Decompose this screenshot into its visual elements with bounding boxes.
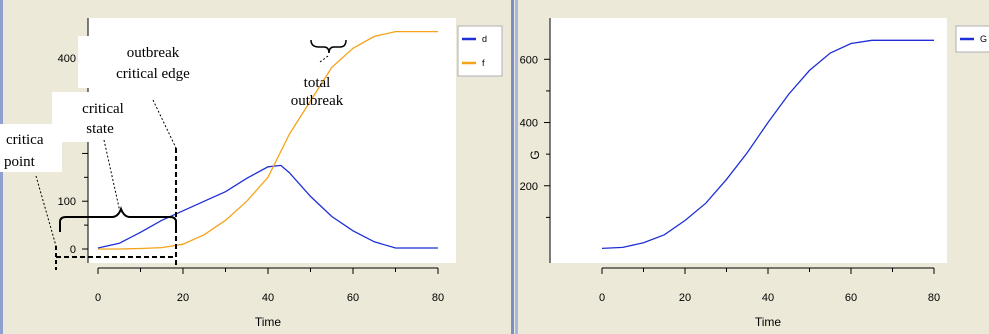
left-y-tick-label: 400 xyxy=(58,53,76,65)
left-chart: Time 0 20 40 60 80 0 100 400 d f outbreak criti… xyxy=(0,0,503,334)
panel-divider xyxy=(511,0,514,334)
svg-text:state: state xyxy=(86,121,114,137)
right-x-axis-title: Time xyxy=(755,315,782,329)
right-y-axis-title: G xyxy=(528,150,542,159)
right-chart: Time G 0 20 40 60 80 200 400 600 G xyxy=(520,18,989,329)
svg-text:outbreak: outbreak xyxy=(291,93,344,109)
right-x-tick-label: 80 xyxy=(928,292,940,304)
left-x-axis-title: Time xyxy=(255,315,282,329)
right-x-tick-label: 0 xyxy=(599,292,605,304)
right-legend-label-G: G xyxy=(980,34,987,44)
right-y-tick-label: 600 xyxy=(520,54,538,66)
svg-text:critica: critica xyxy=(6,132,44,148)
svg-text:outbreak: outbreak xyxy=(127,45,180,61)
svg-text:critical: critical xyxy=(82,101,124,117)
left-x-tick-label: 80 xyxy=(432,292,444,304)
left-legend xyxy=(457,25,503,77)
right-plot-area xyxy=(550,18,947,263)
left-y-tick-label: 0 xyxy=(70,244,76,256)
left-legend-label-d: d xyxy=(482,34,487,44)
annotation-outbreak-critical-edge: outbreak critical edge xyxy=(78,36,202,265)
left-x-tick-label: 20 xyxy=(177,292,189,304)
left-x-tick-label: 0 xyxy=(95,292,101,304)
left-x-tick-label: 60 xyxy=(347,292,359,304)
annotation-total-outbreak: total outbreak xyxy=(291,39,347,109)
right-chart-panel: Time G 0 20 40 60 80 200 400 600 G xyxy=(519,0,989,334)
right-x-tick-label: 60 xyxy=(845,292,857,304)
right-y-tick-label: 200 xyxy=(520,181,538,193)
left-series-f-line xyxy=(98,30,438,250)
left-series-d-line xyxy=(97,164,438,249)
annotation-critical-state: critical state xyxy=(52,92,177,258)
svg-text:total: total xyxy=(304,75,331,91)
left-legend-label-f: f xyxy=(482,58,485,68)
right-x-tick-label: 40 xyxy=(762,292,774,304)
left-chart-panel: Time 0 20 40 60 80 0 100 400 d f outbreak criti… xyxy=(0,0,503,334)
right-x-tick-label: 20 xyxy=(679,292,691,304)
right-y-tick-label: 400 xyxy=(520,118,538,130)
right-series-G-line xyxy=(601,39,934,250)
panel-divider-inner xyxy=(515,0,518,334)
svg-text:point: point xyxy=(4,154,36,170)
svg-text:critical edge: critical edge xyxy=(116,66,190,82)
left-x-tick-label: 40 xyxy=(262,292,274,304)
left-y-tick-label: 100 xyxy=(58,196,76,208)
annotation-critical-point: critica point xyxy=(0,124,62,270)
